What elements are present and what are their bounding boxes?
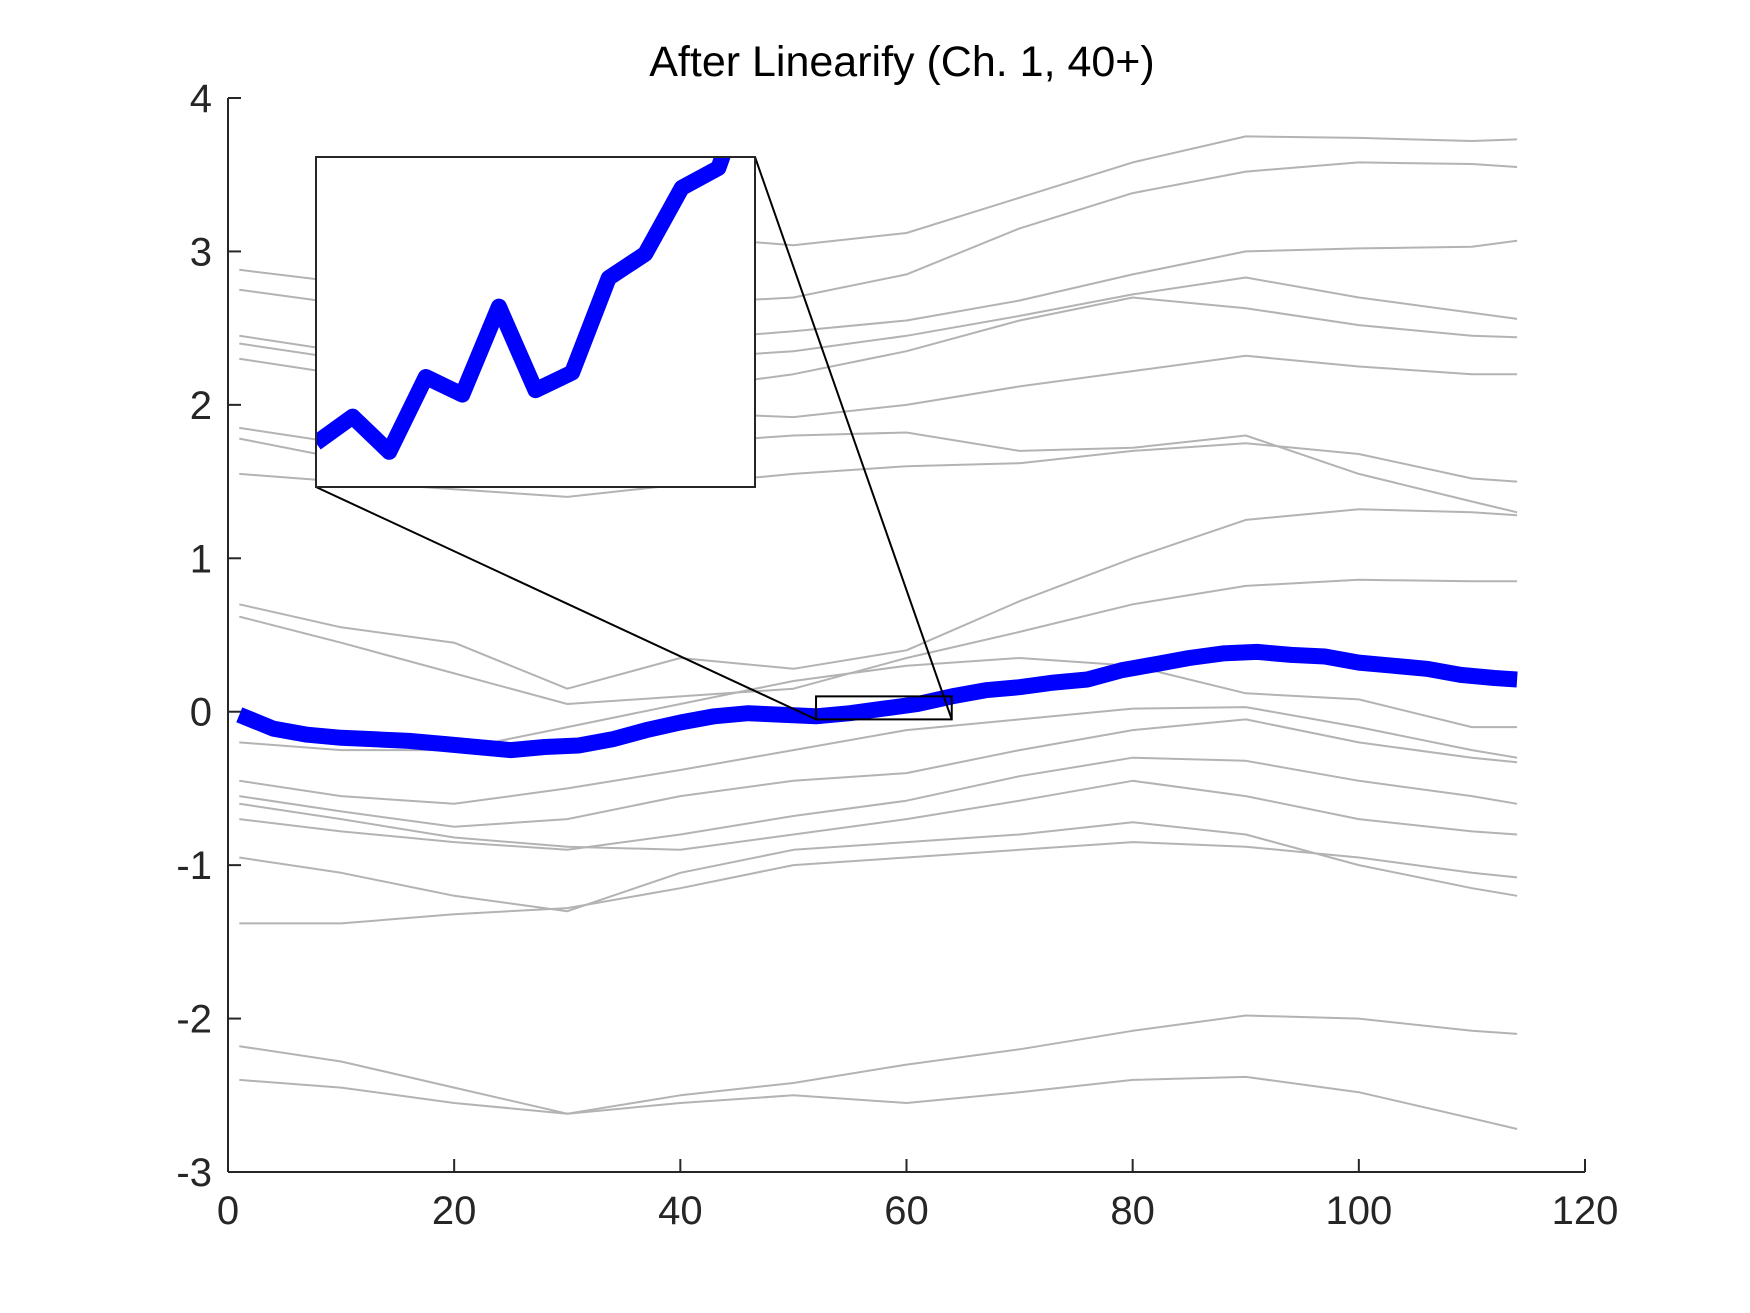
background-series-line-17	[239, 841, 1518, 925]
x-tick-label: 0	[217, 1189, 239, 1233]
y-tick-label: 2	[190, 384, 212, 428]
inset-series-line	[316, 157, 731, 460]
background-series-line-10	[239, 578, 1518, 705]
y-ticks: -3 -2 -1 0 1 2 3 4	[176, 77, 241, 1195]
y-tick-label: 1	[190, 537, 212, 581]
y-tick-label: -1	[176, 844, 212, 888]
x-ticks: 0 20 40 60 80 100 120	[217, 1159, 1619, 1233]
x-tick-label: 60	[884, 1189, 929, 1233]
axes: 0 20 40 60 80 100 120 -3 -2 -1 0 1 2 3 4	[176, 77, 1618, 1233]
background-series-line-18	[239, 1014, 1518, 1115]
x-tick-label: 20	[432, 1189, 477, 1233]
background-series-line-13	[239, 718, 1518, 828]
background-series-line-15	[239, 779, 1518, 851]
x-tick-label: 100	[1325, 1189, 1392, 1233]
inset-frame	[315, 156, 756, 488]
y-tick-label: 0	[190, 691, 212, 735]
x-tick-label: 120	[1552, 1189, 1619, 1233]
zoom-region-box	[815, 695, 953, 721]
background-series-line-12	[239, 706, 1518, 805]
x-tick-label: 80	[1110, 1189, 1155, 1233]
zoom-connector-line-2	[754, 156, 953, 720]
y-tick-label: 3	[190, 230, 212, 274]
zoom-region-group	[315, 156, 953, 721]
background-series-line-14	[239, 756, 1518, 851]
chart-title: After Linearify (Ch. 1, 40+)	[649, 38, 1154, 86]
background-series-line-8	[239, 442, 1518, 498]
background-series-line-16	[239, 821, 1518, 913]
plot-area	[236, 135, 1518, 1130]
highlighted-series-line	[236, 643, 1518, 759]
y-tick-label: -2	[176, 998, 212, 1042]
highlighted-series-group	[236, 643, 1518, 759]
background-series-line-19	[239, 1075, 1518, 1130]
y-tick-label: -3	[176, 1151, 212, 1195]
inset-border	[315, 156, 756, 488]
y-tick-label: 4	[190, 77, 212, 121]
x-tick-label: 40	[658, 1189, 703, 1233]
inset-group	[315, 156, 756, 488]
background-series-line-9	[239, 508, 1518, 690]
zoom-connector-line-1	[315, 486, 817, 721]
